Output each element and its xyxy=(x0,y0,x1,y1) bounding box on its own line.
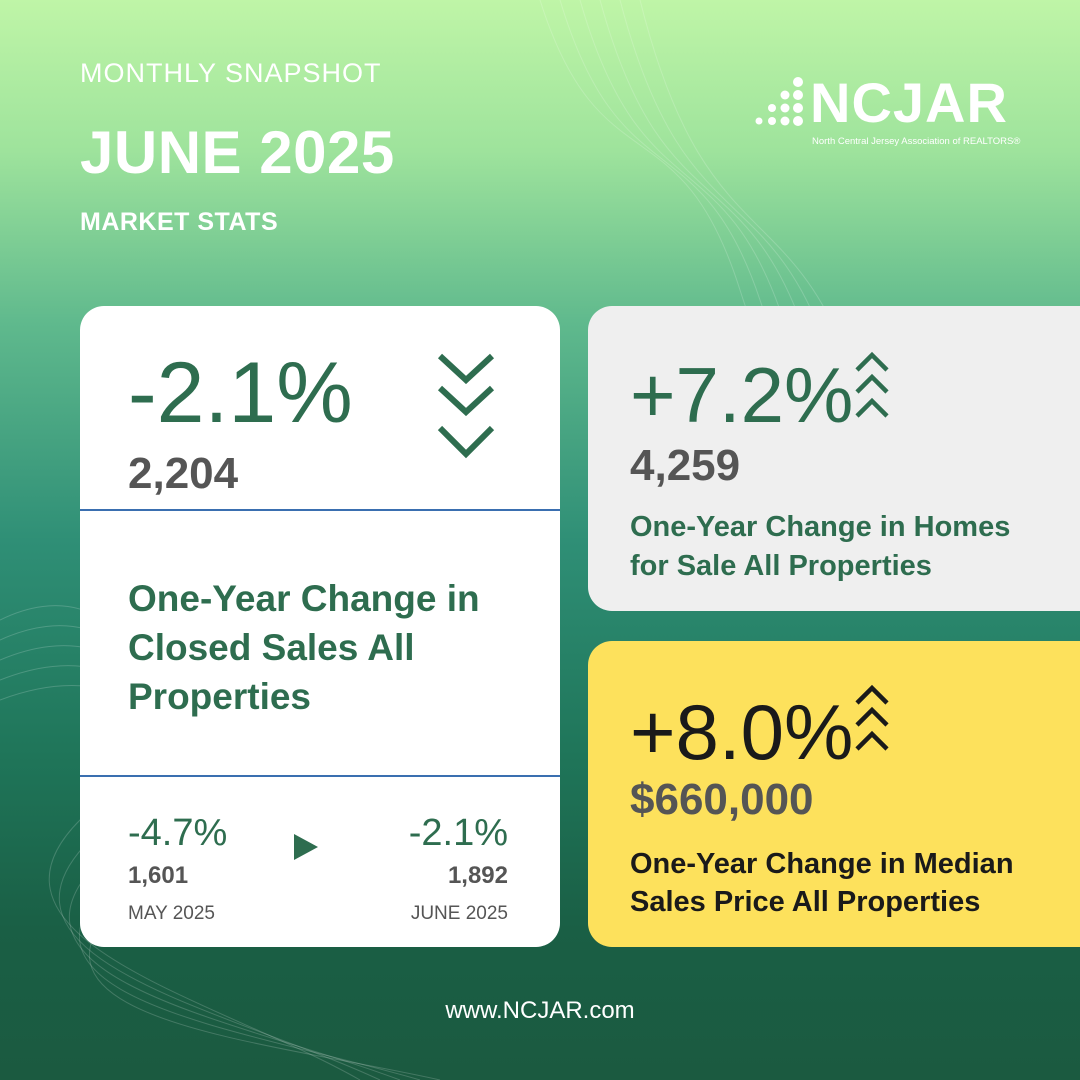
logo-tagline: North Central Jersey Association of REAL… xyxy=(812,136,1021,147)
homes-for-sale-card: +7.2% 4,259 One-Year Change in Homes for… xyxy=(588,306,1080,611)
homes-for-sale-count: 4,259 xyxy=(630,441,741,490)
triple-chevron-up-icon xyxy=(855,351,889,418)
comparison-from-date: MAY 2025 xyxy=(128,903,215,924)
divider-top xyxy=(80,509,560,511)
closed-sales-change: -2.1% xyxy=(128,345,353,441)
closed-sales-label: One-Year Change in Closed Sales All Prop… xyxy=(128,578,480,717)
comparison-to-change: -2.1% xyxy=(408,812,508,854)
median-price-value: $660,000 xyxy=(630,775,814,824)
comparison-from-count: 1,601 xyxy=(128,862,189,889)
logo-dots-icon xyxy=(755,77,803,126)
closed-sales-card: -2.1% 2,204 One-Year Change in Closed Sa… xyxy=(80,306,560,947)
closed-sales-count: 2,204 xyxy=(128,449,239,498)
header-kicker: MONTHLY SNAPSHOT xyxy=(80,58,382,88)
median-price-label: One-Year Change in Median Sales Price Al… xyxy=(630,848,1014,918)
page-title: JUNE 2025 xyxy=(80,119,395,186)
median-price-card: +8.0% $660,000 One-Year Change in Median… xyxy=(588,641,1080,947)
triple-chevron-up-icon xyxy=(855,684,889,751)
comparison-from-change: -4.7% xyxy=(128,812,228,854)
header-subtitle: MARKET STATS xyxy=(80,208,279,236)
divider-bottom xyxy=(80,775,560,777)
ncjar-logo: NCJAR North Central Jersey Association o… xyxy=(752,72,1052,152)
comparison-to-date: JUNE 2025 xyxy=(410,903,508,924)
logo-wordmark: NCJAR xyxy=(810,71,1008,134)
homes-for-sale-label: One-Year Change in Homes for Sale All Pr… xyxy=(630,511,1011,582)
play-arrow-icon xyxy=(294,834,318,860)
footer-website-link[interactable]: www.NCJAR.com xyxy=(445,997,635,1024)
median-price-change: +8.0% xyxy=(630,688,854,776)
comparison-to-count: 1,892 xyxy=(447,862,508,889)
triple-chevron-down-icon xyxy=(437,353,495,459)
homes-for-sale-change: +7.2% xyxy=(630,351,854,439)
